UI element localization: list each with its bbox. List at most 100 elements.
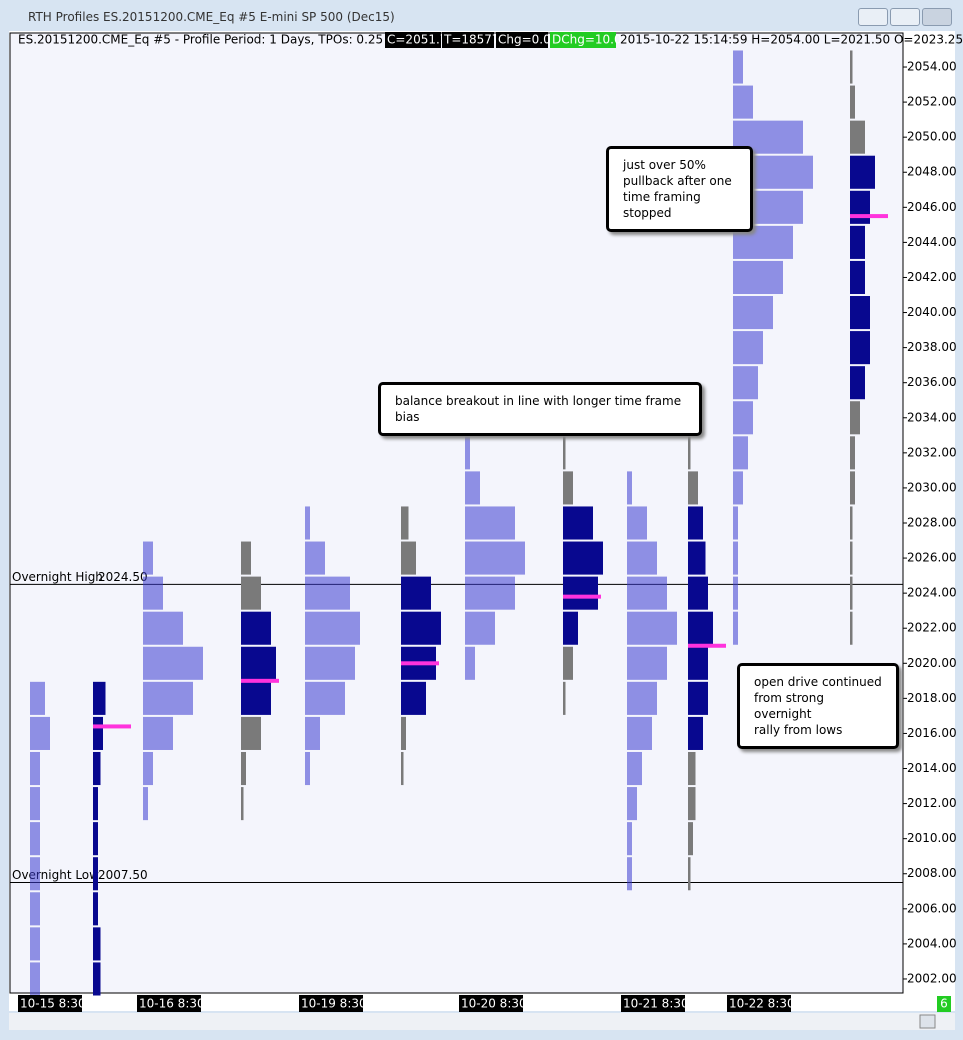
volume-bar [850, 85, 855, 119]
y-tick-label: 2012.00 [907, 796, 957, 810]
tpo-row [465, 646, 475, 680]
volume-bar [401, 576, 431, 610]
tpo-row [733, 471, 743, 505]
volume-bar [401, 541, 416, 575]
tpo-row [627, 681, 657, 715]
volume-bar [93, 927, 101, 961]
maximize-button[interactable] [890, 8, 920, 26]
volume-bar [850, 225, 865, 259]
poc [401, 661, 439, 666]
tpo-row [305, 716, 320, 750]
volume-bar [241, 787, 244, 821]
tpo-row [627, 541, 657, 575]
y-tick-label: 2026.00 [907, 551, 957, 565]
date-box [459, 995, 523, 1012]
y-tick-label: 2050.00 [907, 130, 957, 144]
tpo-row [30, 857, 40, 891]
volume-bar [688, 436, 691, 470]
volume-bar [850, 155, 875, 189]
level-value: 2024.50 [98, 570, 148, 584]
volume-bar [850, 401, 860, 435]
tpo-row [733, 366, 758, 400]
tpo-row [305, 576, 350, 610]
volume-bar [563, 471, 573, 505]
volume-bar [563, 541, 603, 575]
close-value: C=2051.75 [387, 33, 455, 47]
tpo-row [627, 611, 677, 645]
volume-bar [688, 857, 691, 891]
y-tick-label: 2010.00 [907, 831, 957, 845]
volume-bar [850, 366, 865, 400]
volume-bar [563, 646, 573, 680]
tpo-row [305, 751, 310, 786]
tpo-row [143, 681, 193, 715]
tpo-row [733, 611, 738, 645]
y-tick-label: 2020.00 [907, 656, 957, 670]
volume-bar [850, 296, 870, 330]
tpo-row [627, 751, 642, 786]
tpo-row [733, 576, 738, 610]
tpo-row [30, 681, 45, 715]
tpo-row [143, 751, 153, 786]
volume-bar [241, 576, 261, 610]
date-box [299, 995, 363, 1012]
tpo-row [143, 611, 183, 645]
minimize-button[interactable] [858, 8, 888, 26]
y-tick-label: 2002.00 [907, 971, 957, 985]
volume-bar [93, 857, 98, 891]
close-button[interactable] [922, 8, 952, 26]
tpo-row [30, 892, 40, 926]
tpo-row [305, 646, 355, 680]
x-tick-label: 10-19 8:30 [301, 997, 367, 1011]
tpo-row [30, 962, 40, 996]
volume-bar [688, 611, 713, 645]
y-tick-label: 2006.00 [907, 901, 957, 915]
y-tick-label: 2054.00 [907, 60, 957, 74]
dchg-value: DChg=10.00 [552, 33, 629, 47]
y-tick-label: 2044.00 [907, 235, 957, 249]
y-tick-label: 2022.00 [907, 621, 957, 635]
volume-bar [688, 822, 693, 856]
y-tick-label: 2016.00 [907, 726, 957, 740]
tpo-row [465, 471, 480, 505]
volume-bar [850, 120, 865, 154]
tpo-row [30, 822, 40, 856]
tpo-row [465, 611, 495, 645]
scrollbar[interactable] [9, 1013, 955, 1030]
y-tick-label: 2036.00 [907, 375, 957, 389]
annotation: just over 50% pullback after one time fr… [606, 146, 753, 232]
tpo-row [143, 541, 153, 575]
tpo-row [465, 576, 515, 610]
y-tick-label: 2048.00 [907, 165, 957, 179]
tpo-row [627, 822, 632, 856]
y-tick-label: 2046.00 [907, 200, 957, 214]
volume-bar [241, 541, 251, 575]
chg-value: Chg=0.00 [498, 33, 558, 47]
y-tick-label: 2042.00 [907, 270, 957, 284]
y-tick-label: 2040.00 [907, 305, 957, 319]
volume-bar [401, 681, 426, 715]
tpo-row [143, 576, 163, 610]
tpo-row [30, 751, 40, 786]
tpo-row [627, 576, 667, 610]
y-tick-label: 2008.00 [907, 866, 957, 880]
tpo-row [733, 296, 773, 330]
volume-bar [563, 576, 598, 610]
x-tick-label: 10-22 8:30 [729, 997, 795, 1011]
scroll-thumb[interactable] [919, 1014, 936, 1029]
volume-bar [563, 436, 566, 470]
volume-bar [93, 962, 101, 996]
volume-bar [401, 751, 404, 786]
date-box [727, 995, 791, 1012]
dchg-box [550, 32, 616, 48]
volume-bar [850, 436, 855, 470]
x-tick-label: 10-20 8:30 [461, 997, 527, 1011]
volume-bar [688, 646, 708, 680]
tpo-row [733, 331, 763, 365]
volume-bar [688, 576, 708, 610]
ticks-value: T=185773 [443, 33, 507, 47]
tpo-row [30, 716, 50, 750]
tpo-row [305, 506, 310, 540]
tpo-row [733, 401, 753, 435]
volume-bar [850, 190, 870, 224]
